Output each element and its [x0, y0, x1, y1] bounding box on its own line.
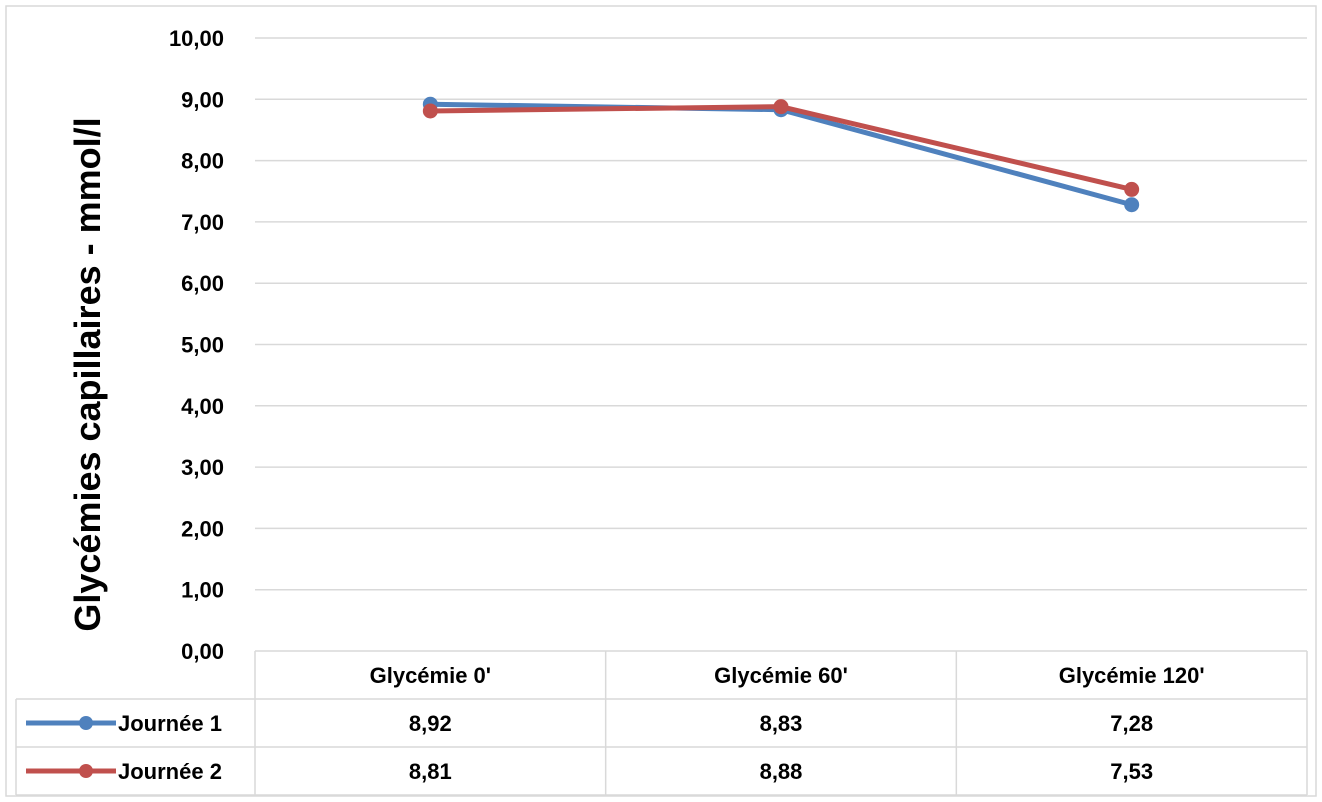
chart-border	[5, 5, 1317, 797]
data-table: Glycémie 0' Glycémie 60' Glycémie 120' Jour…	[15, 650, 1308, 796]
data-table-value: 7,28	[1110, 711, 1153, 736]
y-tick-label: 8,00	[181, 149, 224, 174]
series-lines	[422, 96, 1140, 213]
x-category-label: Glycémie 0'	[370, 663, 491, 688]
y-tick-label: 9,00	[181, 87, 224, 112]
y-tick-label: 5,00	[181, 333, 224, 358]
y-axis-label: Glycémies capillaires - mmol/l	[67, 117, 108, 631]
x-category-label: Glycémie 60'	[714, 663, 848, 688]
data-table-value: 8,83	[760, 711, 803, 736]
y-tick-label: 0,00	[181, 639, 224, 664]
y-axis-tick-labels: 0,00 1,00 2,00 3,00 4,00 5,00 6,00 7,00 8,00 9,00…	[169, 26, 224, 664]
data-table-value: 8,81	[409, 759, 452, 784]
data-table-value: 8,88	[760, 759, 803, 784]
y-tick-label: 7,00	[181, 210, 224, 235]
y-tick-label: 1,00	[181, 578, 224, 603]
legend-key-marker	[79, 764, 93, 778]
y-tick-label: 3,00	[181, 455, 224, 480]
legend-key-marker	[79, 716, 93, 730]
data-point-marker	[1124, 181, 1140, 197]
y-tick-label: 2,00	[181, 516, 224, 541]
data-point-marker	[1124, 197, 1140, 213]
legend-series-name: Journée 2	[118, 759, 222, 784]
y-tick-label: 4,00	[181, 394, 224, 419]
data-table-value: 7,53	[1110, 759, 1153, 784]
y-tick-label: 10,00	[169, 26, 224, 51]
data-table-value: 8,92	[409, 711, 452, 736]
legend-series-name: Journée 1	[118, 711, 222, 736]
x-category-label: Glycémie 120'	[1059, 663, 1205, 688]
y-tick-label: 6,00	[181, 271, 224, 296]
data-point-marker	[422, 103, 438, 119]
data-point-marker	[773, 99, 789, 115]
